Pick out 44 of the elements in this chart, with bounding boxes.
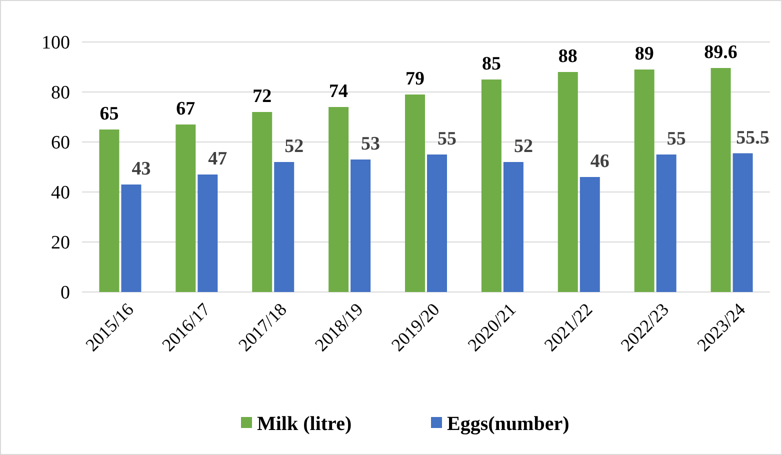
y-tick-label: 40 — [51, 182, 70, 204]
bar — [252, 112, 272, 292]
data-label: 67 — [176, 98, 196, 120]
legend-label: Eggs(number) — [447, 413, 570, 435]
bar — [350, 160, 371, 292]
data-label: 52 — [514, 136, 533, 157]
data-label: 88 — [558, 46, 578, 67]
bar — [176, 124, 196, 292]
data-label: 47 — [208, 148, 228, 170]
data-label: 65 — [100, 104, 119, 124]
bar — [558, 72, 578, 292]
data-label: 72 — [252, 86, 272, 107]
data-label: 43 — [132, 158, 151, 180]
bar — [99, 130, 120, 292]
bar — [656, 154, 676, 292]
y-tick-label: 80 — [51, 82, 70, 104]
bar — [732, 153, 753, 292]
y-tick-label: 0 — [60, 282, 70, 304]
bar — [580, 177, 600, 292]
legend-label: Milk (litre) — [257, 413, 352, 435]
data-label: 79 — [406, 68, 424, 90]
data-label: 74 — [329, 81, 349, 102]
y-tick-label: 20 — [51, 232, 70, 254]
data-label: 89.6 — [704, 42, 738, 63]
data-label: 85 — [482, 54, 501, 74]
bar — [710, 68, 731, 292]
bar — [481, 80, 502, 292]
data-label: 55.5 — [736, 127, 770, 148]
bar — [405, 94, 425, 292]
y-tick-label: 60 — [51, 132, 70, 154]
bar — [121, 184, 142, 292]
data-label: 55 — [438, 128, 456, 150]
data-label: 55 — [666, 128, 686, 150]
data-label: 46 — [590, 151, 610, 172]
bar — [634, 70, 654, 292]
data-label: 89 — [634, 44, 654, 64]
bar — [274, 162, 294, 292]
data-label: 53 — [361, 134, 380, 154]
bar — [328, 107, 349, 292]
y-tick-label: 100 — [42, 32, 70, 54]
bar — [503, 162, 524, 292]
bar — [427, 154, 447, 292]
bar — [198, 174, 218, 292]
data-label: 52 — [284, 136, 304, 157]
